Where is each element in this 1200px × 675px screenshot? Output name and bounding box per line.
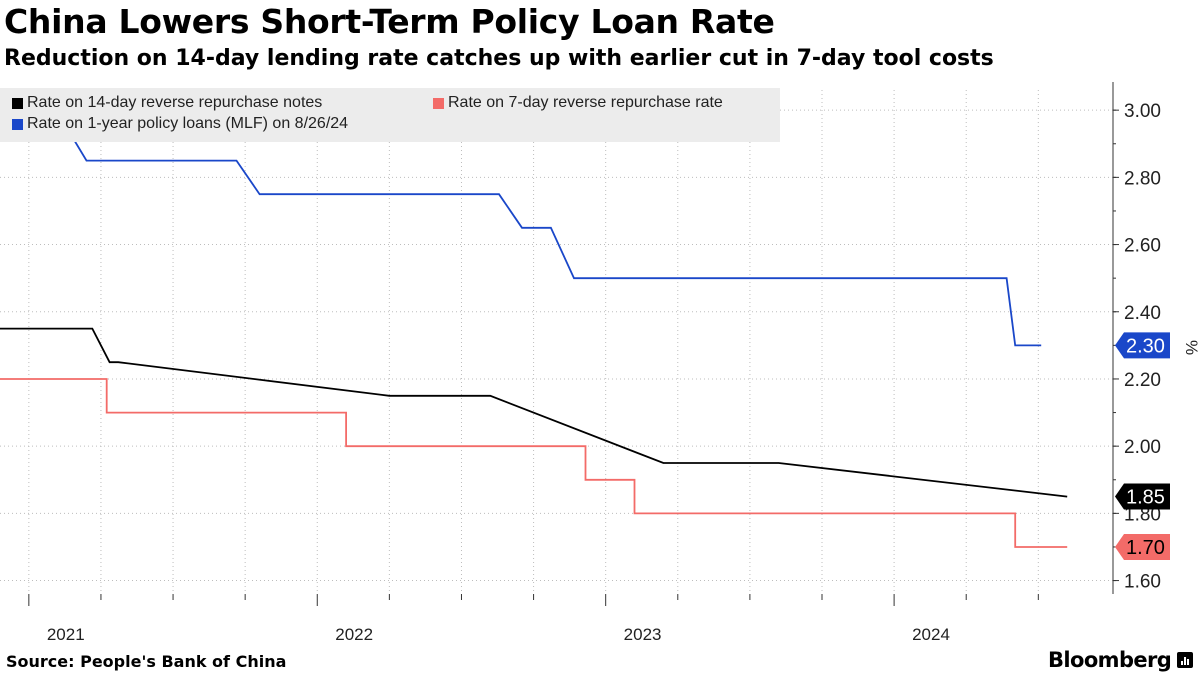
series-line-s7 (0, 378, 1068, 548)
legend-label-7day: Rate on 7-day reverse repurchase rate (448, 94, 723, 111)
x-tick-label: 2022 (335, 625, 373, 644)
last-value-label-mlf: 2.30 (1126, 335, 1165, 357)
legend-swatch-7day (433, 97, 444, 109)
legend-item-mlf: Rate on 1-year policy loans (MLF) on 8/2… (12, 115, 348, 133)
legend-label-mlf: Rate on 1-year policy loans (MLF) on 8/2… (27, 115, 349, 132)
legend-swatch-mlf (12, 118, 23, 130)
x-tick-label: 2021 (47, 625, 85, 644)
series-line-mlf (65, 126, 1042, 347)
legend-item-7day: Rate on 7-day reverse repurchase rate (433, 94, 723, 112)
source-note: Source: People's Bank of China (6, 652, 287, 671)
bloomberg-logo: Bloomberg (1048, 648, 1194, 672)
bloomberg-chart-icon (1177, 652, 1194, 668)
legend-swatch-14day (12, 97, 23, 109)
y-axis-unit-label: % (1182, 340, 1200, 355)
last-value-tag-mlf (1115, 332, 1170, 359)
chart-title: China Lowers Short-Term Policy Loan Rate (4, 2, 775, 41)
series-line-s14 (0, 327, 1068, 498)
last-value-tag-s7 (1115, 533, 1170, 560)
y-tick-label: 2.40 (1124, 303, 1161, 324)
chart-legend: Rate on 14-day reverse repurchase notes … (0, 88, 780, 142)
last-value-label-s14: 1.85 (1126, 487, 1165, 509)
y-tick-label: 2.60 (1124, 236, 1161, 257)
y-tick-label: 1.80 (1124, 504, 1161, 525)
y-tick-label: 1.60 (1124, 572, 1161, 593)
legend-label-14day: Rate on 14-day reverse repurchase notes (27, 94, 323, 111)
legend-item-14day: Rate on 14-day reverse repurchase notes (12, 94, 322, 112)
last-value-tag-s14 (1115, 483, 1170, 510)
x-tick-label: 2024 (912, 625, 950, 644)
y-tick-label: 2.00 (1124, 437, 1161, 458)
brand-name: Bloomberg (1048, 648, 1172, 672)
y-tick-label: 2.20 (1124, 370, 1161, 391)
last-value-label-s7: 1.70 (1126, 537, 1165, 559)
x-tick-label: 2023 (624, 625, 662, 644)
chart-subtitle: Reduction on 14-day lending rate catches… (4, 46, 994, 71)
y-tick-label: 2.80 (1124, 168, 1161, 189)
y-tick-label: 3.00 (1124, 101, 1161, 122)
